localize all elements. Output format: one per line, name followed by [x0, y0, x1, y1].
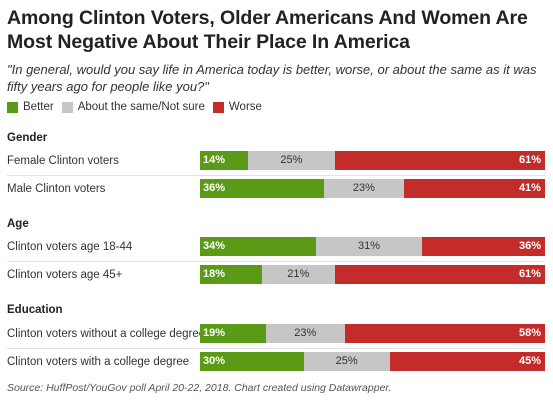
stacked-bar: 19% 23% 58%: [200, 324, 545, 343]
bar-segment-worse: 61%: [334, 151, 545, 170]
stacked-bar: 30% 25% 45%: [200, 352, 545, 371]
bar-segment-worse: 41%: [403, 179, 545, 198]
bar-segment-same: 25%: [248, 151, 335, 170]
row-label: Female Clinton voters: [7, 155, 119, 167]
row-label: Clinton voters age 45+: [7, 269, 123, 281]
group-label-age: Age: [7, 218, 29, 230]
bar-segment-same: 23%: [265, 324, 345, 343]
row-divider: [7, 261, 545, 262]
legend-label-worse: Worse: [228, 101, 262, 113]
bar-segment-same: 21%: [262, 265, 335, 284]
legend-label-better: Better: [23, 101, 54, 113]
chart-subtitle: "In general, would you say life in Ameri…: [7, 62, 537, 94]
bar-segment-better: 14%: [200, 151, 249, 170]
stacked-bar: 34% 31% 36%: [200, 237, 545, 256]
bar-segment-better: 30%: [200, 352, 304, 371]
bar-segment-better: 19%: [200, 324, 266, 343]
group-label-gender: Gender: [7, 132, 48, 144]
bar-segment-worse: 58%: [344, 324, 545, 343]
source-note: Source: HuffPost/YouGov poll April 20-22…: [7, 382, 392, 394]
legend-swatch-same: [61, 101, 73, 113]
bar-segment-same: 23%: [324, 179, 404, 198]
bar-segment-worse: 61%: [334, 265, 545, 284]
bar-segment-better: 18%: [200, 265, 263, 284]
row-label: Male Clinton voters: [7, 183, 106, 195]
legend-item-better: Better: [7, 101, 54, 113]
stacked-bar: 18% 21% 61%: [200, 265, 545, 284]
bar-segment-better: 36%: [200, 179, 325, 198]
legend-swatch-worse: [212, 101, 224, 113]
legend-label-same: About the same/Not sure: [77, 101, 205, 113]
row-label: Clinton voters without a college degree: [7, 328, 206, 340]
row-divider: [7, 175, 545, 176]
bar-segment-better: 34%: [200, 237, 317, 256]
legend: Better About the same/Not sure Worse: [7, 101, 270, 113]
bar-segment-worse: 36%: [422, 237, 545, 256]
legend-item-worse: Worse: [212, 101, 262, 113]
bar-segment-same: 31%: [316, 237, 423, 256]
legend-swatch-better: [7, 101, 18, 113]
chart-title: Among Clinton Voters, Older Americans An…: [7, 7, 528, 53]
legend-item-same: About the same/Not sure: [61, 101, 205, 113]
stacked-bar: 36% 23% 41%: [200, 179, 545, 198]
bar-segment-same: 25%: [303, 352, 390, 371]
row-label: Clinton voters age 18-44: [7, 241, 133, 253]
row-divider: [7, 348, 545, 349]
stacked-bar: 14% 25% 61%: [200, 151, 545, 170]
bar-segment-worse: 45%: [389, 352, 545, 371]
row-label: Clinton voters with a college degree: [7, 356, 190, 368]
group-label-education: Education: [7, 304, 63, 316]
